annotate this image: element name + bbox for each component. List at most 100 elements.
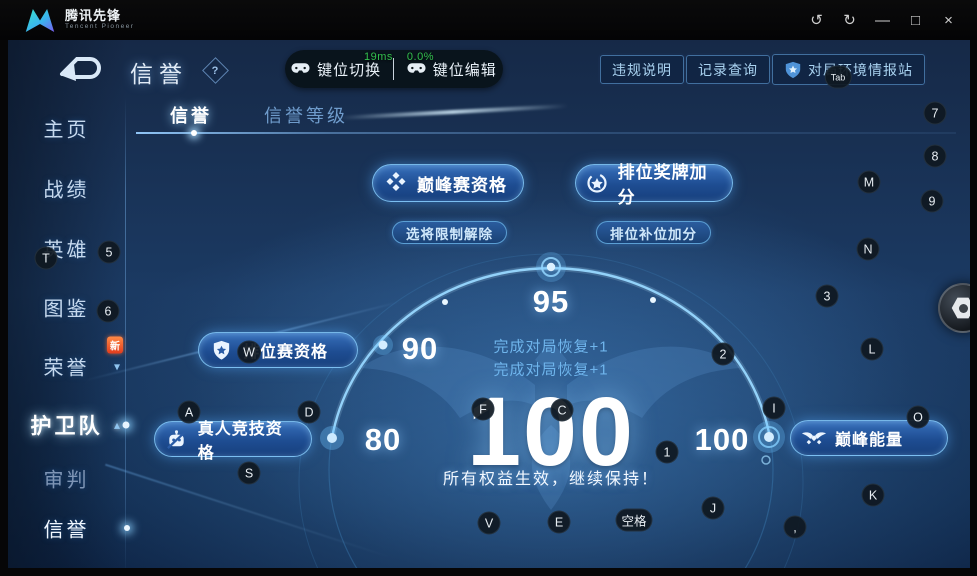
- light-beam: [338, 103, 568, 121]
- tencent-pioneer-logo-icon: [25, 8, 55, 32]
- rank-medal-bonus-button[interactable]: 排位奖牌加分: [575, 163, 733, 207]
- key-hint-W: W: [237, 340, 261, 364]
- keymap-switch-label: 键位切换: [317, 61, 382, 79]
- window-controls: ↺ ↻ — □ ×: [802, 0, 963, 40]
- active-tab-marker: [191, 130, 197, 136]
- key-hint-O: O: [906, 405, 930, 429]
- tab-bar: 信誉 信誉等级: [170, 102, 348, 136]
- keymap-toolbar: 键位切换 键位编辑: [285, 50, 503, 88]
- toolbar-divider: [393, 58, 395, 80]
- close-button[interactable]: ×: [944, 11, 953, 29]
- maximize-button[interactable]: □: [910, 11, 921, 29]
- keymap-edit-button[interactable]: 键位编辑: [407, 59, 497, 80]
- keymap-edit-label: 键位编辑: [432, 61, 497, 79]
- key-hint-6: 6: [96, 299, 120, 323]
- key-hint-L: L: [860, 337, 884, 361]
- sidebar-item-battle-records[interactable]: 战绩: [8, 174, 125, 203]
- sidebar-item-guard-team[interactable]: 护卫队 ▴: [8, 410, 125, 440]
- network-stats: 19ms 0.0%: [364, 51, 434, 63]
- key-hint-space: 空格: [615, 508, 653, 532]
- real-player-qualification-button[interactable]: 真人竞技资格: [154, 421, 312, 462]
- app-subtitle: Tencent Pioneer: [65, 23, 135, 30]
- divider-glow-dot: [124, 525, 130, 531]
- robot-slash-icon: [167, 429, 187, 449]
- violation-info-button[interactable]: 违规说明: [600, 55, 684, 84]
- keymap-switch-button[interactable]: 键位切换: [291, 59, 381, 80]
- key-hint-E: E: [547, 510, 571, 534]
- latency-value: 19ms: [364, 51, 393, 63]
- key-hint-C: C: [550, 398, 574, 422]
- undo-back-button[interactable]: ↺: [810, 12, 823, 29]
- page-title: 信誉: [130, 61, 188, 87]
- gauge-scale-90: 90: [401, 331, 439, 366]
- sidebar-item-label: 荣誉: [43, 357, 90, 380]
- key-hint-8: 8: [923, 144, 947, 168]
- key-hint-5: 5: [97, 240, 121, 264]
- peak-match-qualification-button[interactable]: 巅峰赛资格: [372, 164, 524, 202]
- sidebar-item-gallery[interactable]: 图鉴: [8, 293, 125, 322]
- help-icon[interactable]: ?: [202, 57, 229, 84]
- key-hint-9: 9: [920, 189, 944, 213]
- credit-status-text: 所有权益生效，继续保持！: [442, 471, 660, 488]
- key-hint-V: V: [477, 511, 501, 535]
- gamepad-icon: [291, 63, 310, 73]
- gamepad-icon: [407, 63, 426, 73]
- app-name: 腾讯先锋: [65, 8, 122, 23]
- key-hint-J: J: [701, 496, 725, 520]
- key-hint-M: M: [857, 170, 881, 194]
- divider-glow-dot: [122, 421, 130, 429]
- record-query-button[interactable]: 记录查询: [686, 55, 770, 84]
- refresh-button[interactable]: ↻: [843, 12, 856, 29]
- minimize-button[interactable]: —: [875, 11, 890, 29]
- recovery-line-1: 完成对局恢复+1: [493, 338, 609, 356]
- key-hint-F: F: [471, 397, 495, 421]
- sidebar-item-label: 图鉴: [43, 298, 90, 321]
- floating-assistant-button[interactable]: [938, 283, 970, 333]
- medal-star-icon: [587, 173, 607, 193]
- sidebar-item-label: 主页: [43, 119, 90, 142]
- gauge-scale-100: 100: [694, 422, 750, 457]
- key-hint-N: N: [856, 237, 880, 261]
- credit-score: 100: [467, 377, 635, 486]
- back-arrow-icon[interactable]: [48, 52, 110, 86]
- key-hint-2: 2: [711, 342, 735, 366]
- key-hint-3: 3: [815, 284, 839, 308]
- sidebar-item-credit[interactable]: 信誉: [8, 514, 125, 543]
- key-hint-D: D: [297, 400, 321, 424]
- key-hint-tab: Tab: [824, 65, 852, 89]
- gauge-scale-95: 95: [532, 284, 570, 319]
- shield-star-icon: [213, 340, 230, 360]
- sidebar-item-label: 信誉: [43, 519, 90, 542]
- sidebar-item-judgement[interactable]: 审判: [8, 464, 125, 493]
- rank-fill-bonus-button[interactable]: 排位补位加分: [596, 221, 711, 244]
- key-hint-1: 1: [655, 440, 679, 464]
- key-hint-I: I: [762, 396, 786, 420]
- sidebar-item-honor[interactable]: 荣誉新 ▾: [8, 336, 125, 381]
- peak-energy-wings-icon: [801, 432, 826, 445]
- sidebar-item-label: 战绩: [43, 179, 90, 202]
- key-hint-comma: ,: [783, 515, 807, 539]
- gear-hex-icon: [951, 297, 970, 319]
- sidebar-item-home[interactable]: 主页: [8, 114, 125, 143]
- main-content: 信誉 ? 键位切换 键位编辑 19ms 0.0% 违规说明: [8, 40, 970, 568]
- key-hint-A: A: [177, 400, 201, 424]
- tab-credit[interactable]: 信誉: [170, 106, 212, 126]
- key-hint-7: 7: [923, 101, 947, 125]
- title-bar: 腾讯先锋 Tencent Pioneer ↺ ↻ — □ ×: [0, 0, 977, 40]
- pick-limit-lift-button[interactable]: 选将限制解除: [392, 221, 507, 244]
- app-logo: 腾讯先锋 Tencent Pioneer: [24, 7, 134, 34]
- tab-credit-level[interactable]: 信誉等级: [264, 106, 348, 126]
- recovery-line-2: 完成对局恢复+1: [493, 361, 609, 379]
- tab-underline: [136, 132, 956, 134]
- key-hint-K: K: [861, 483, 885, 507]
- eagle-badge-icon: [785, 61, 801, 78]
- key-hint-S: S: [237, 461, 261, 485]
- sidebar-divider: [125, 98, 126, 568]
- new-badge: 新: [107, 336, 123, 354]
- ranked-match-qualification-button[interactable]: 排位赛资格: [198, 332, 358, 368]
- chevron-down-icon: ▾: [113, 359, 120, 373]
- packet-loss-value: 0.0%: [406, 51, 434, 63]
- gauge-scale-80: 80: [364, 422, 402, 457]
- sidebar-item-label: 护卫队: [30, 415, 103, 438]
